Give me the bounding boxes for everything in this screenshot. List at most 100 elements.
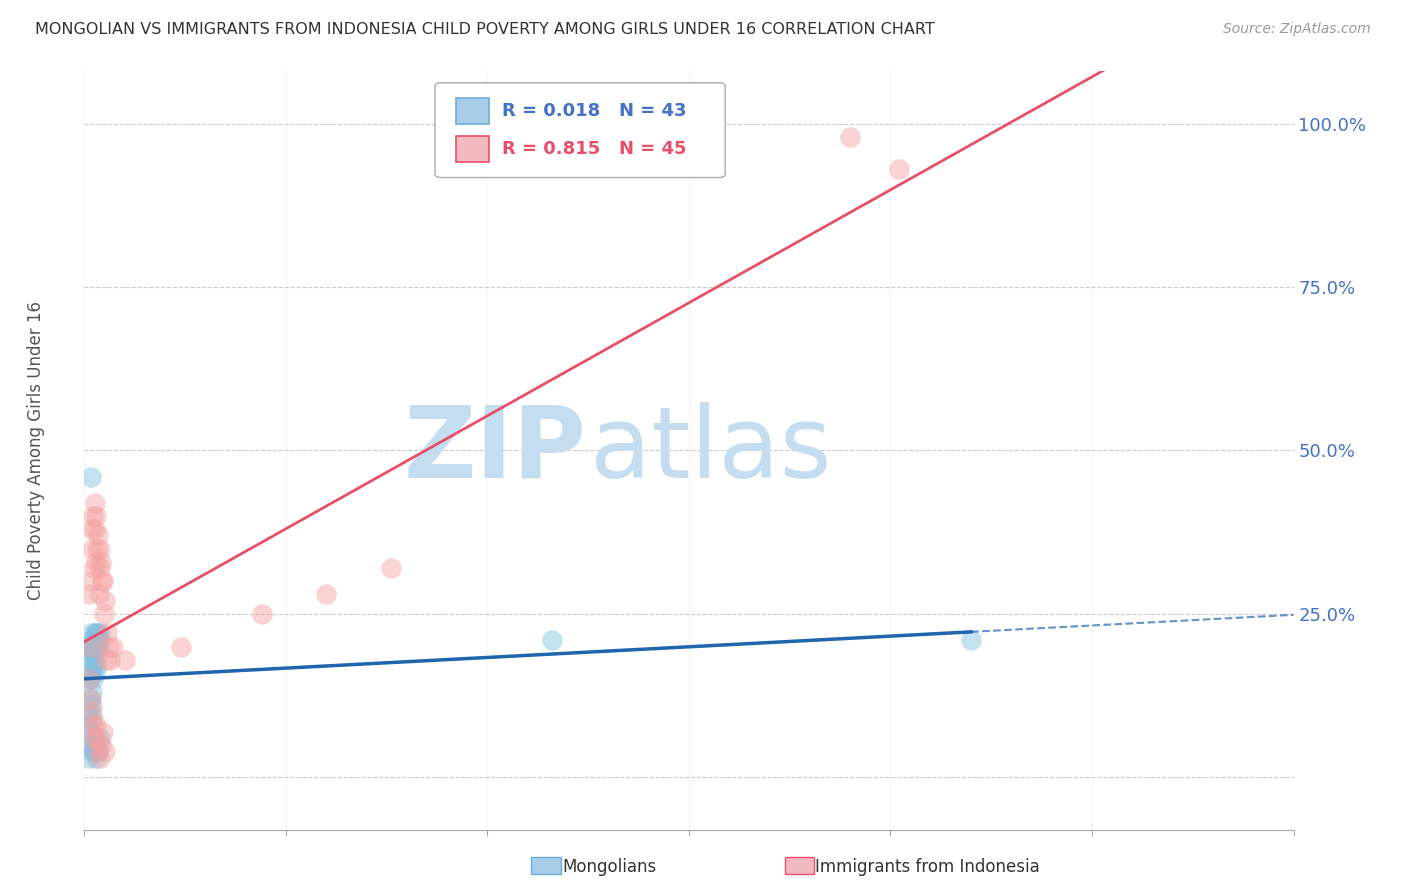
Point bbox=[87, 528, 110, 542]
Point bbox=[91, 724, 114, 739]
Point bbox=[86, 626, 108, 640]
Point bbox=[91, 574, 114, 589]
Point bbox=[82, 541, 104, 556]
Point bbox=[86, 508, 108, 523]
Point bbox=[80, 574, 103, 589]
Point bbox=[84, 718, 107, 732]
Point bbox=[79, 691, 101, 706]
Text: R = 0.815   N = 45: R = 0.815 N = 45 bbox=[502, 140, 686, 158]
Point bbox=[77, 587, 100, 601]
Text: Immigrants from Indonesia: Immigrants from Indonesia bbox=[815, 858, 1040, 876]
Point bbox=[77, 672, 100, 686]
Text: atlas: atlas bbox=[589, 402, 831, 499]
Text: Child Poverty Among Girls Under 16: Child Poverty Among Girls Under 16 bbox=[27, 301, 45, 600]
Text: ZIP: ZIP bbox=[404, 402, 586, 499]
Point bbox=[97, 640, 120, 654]
Point bbox=[83, 731, 105, 745]
Point bbox=[86, 731, 108, 745]
Point bbox=[86, 738, 108, 752]
Point bbox=[77, 672, 100, 686]
FancyBboxPatch shape bbox=[434, 83, 725, 178]
Point bbox=[82, 672, 104, 686]
Point bbox=[84, 750, 107, 764]
Point bbox=[250, 607, 273, 621]
Point bbox=[80, 738, 103, 752]
Point bbox=[83, 744, 105, 758]
Point bbox=[80, 626, 103, 640]
Point bbox=[89, 626, 111, 640]
Point bbox=[887, 162, 910, 177]
Point bbox=[83, 522, 105, 536]
Point bbox=[77, 750, 100, 764]
Point bbox=[82, 718, 104, 732]
Point bbox=[82, 640, 104, 654]
Text: MONGOLIAN VS IMMIGRANTS FROM INDONESIA CHILD POVERTY AMONG GIRLS UNDER 16 CORREL: MONGOLIAN VS IMMIGRANTS FROM INDONESIA C… bbox=[35, 22, 935, 37]
Point bbox=[89, 750, 111, 764]
Point bbox=[86, 555, 108, 569]
Point bbox=[82, 659, 104, 673]
Point bbox=[87, 744, 110, 758]
Point bbox=[77, 705, 100, 719]
Point bbox=[83, 496, 105, 510]
Point bbox=[93, 744, 115, 758]
Point bbox=[541, 633, 564, 648]
Point bbox=[82, 685, 104, 699]
Point bbox=[170, 640, 193, 654]
Point bbox=[90, 738, 112, 752]
Point bbox=[101, 640, 124, 654]
Point bbox=[86, 633, 108, 648]
Point bbox=[82, 633, 104, 648]
Point bbox=[82, 640, 104, 654]
Point bbox=[80, 646, 103, 660]
Point bbox=[87, 587, 110, 601]
Point bbox=[380, 561, 402, 575]
Point bbox=[82, 711, 104, 725]
Text: Source: ZipAtlas.com: Source: ZipAtlas.com bbox=[1223, 22, 1371, 37]
Point bbox=[84, 659, 107, 673]
Bar bbox=[456, 98, 489, 125]
Point bbox=[87, 633, 110, 648]
Text: Mongolians: Mongolians bbox=[562, 858, 657, 876]
Point bbox=[77, 640, 100, 654]
Point bbox=[87, 640, 110, 654]
Point bbox=[90, 555, 112, 569]
Point bbox=[80, 522, 103, 536]
Point bbox=[83, 561, 105, 575]
Point bbox=[94, 594, 117, 608]
Point bbox=[89, 561, 111, 575]
Text: R = 0.018   N = 43: R = 0.018 N = 43 bbox=[502, 103, 686, 120]
Point bbox=[94, 652, 117, 666]
Point bbox=[83, 626, 105, 640]
Point bbox=[86, 626, 108, 640]
Point bbox=[80, 698, 103, 713]
Point bbox=[86, 541, 108, 556]
Point bbox=[89, 731, 111, 745]
Point bbox=[80, 724, 103, 739]
Bar bbox=[456, 136, 489, 162]
Point bbox=[114, 652, 136, 666]
Point bbox=[80, 469, 103, 483]
Point bbox=[960, 633, 983, 648]
Point bbox=[89, 541, 111, 556]
Point bbox=[84, 640, 107, 654]
Point bbox=[83, 652, 105, 666]
Point bbox=[98, 652, 121, 666]
Point bbox=[93, 607, 115, 621]
Point bbox=[96, 626, 118, 640]
Point bbox=[82, 508, 104, 523]
Point bbox=[80, 691, 103, 706]
Point bbox=[83, 646, 105, 660]
Point bbox=[89, 633, 111, 648]
Point bbox=[83, 640, 105, 654]
Point bbox=[79, 718, 101, 732]
Point bbox=[83, 665, 105, 680]
Point bbox=[80, 665, 103, 680]
Point bbox=[839, 129, 862, 144]
Point bbox=[80, 744, 103, 758]
Point bbox=[87, 744, 110, 758]
Point bbox=[315, 587, 337, 601]
Point bbox=[79, 652, 101, 666]
Point bbox=[82, 731, 104, 745]
Point bbox=[80, 705, 103, 719]
Point bbox=[91, 574, 114, 589]
